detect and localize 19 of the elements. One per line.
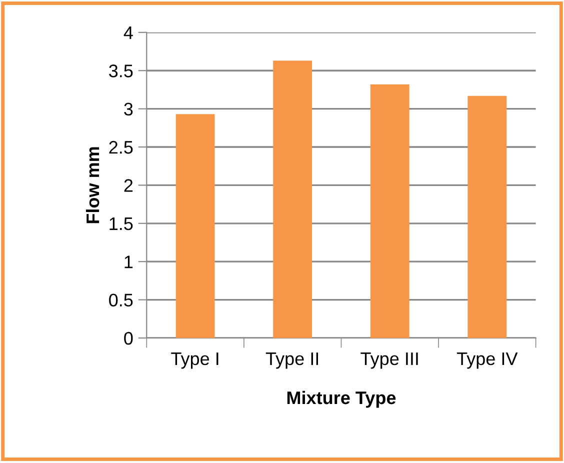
y-tick-label: 2 bbox=[124, 179, 133, 192]
x-tick-label: Type II bbox=[266, 352, 318, 369]
y-tick-label: 0.5 bbox=[109, 294, 133, 307]
y-tick-label: 2.5 bbox=[109, 140, 133, 154]
bar bbox=[176, 114, 215, 338]
bar bbox=[273, 60, 312, 338]
x-axis-title: Mixture Type bbox=[287, 390, 396, 408]
x-tick-label: Type III bbox=[360, 352, 418, 369]
y-tick-label: 1.5 bbox=[110, 218, 133, 230]
bar bbox=[468, 96, 507, 338]
y-axis-title: Flow mm bbox=[86, 147, 100, 224]
y-tick-label: 1 bbox=[124, 256, 133, 268]
y-tick-label: 0 bbox=[124, 332, 133, 345]
bar bbox=[370, 84, 410, 338]
y-tick-label: 3.5 bbox=[109, 64, 133, 78]
y-tick-label: 4 bbox=[124, 26, 133, 39]
y-tick-label: 3 bbox=[124, 102, 133, 116]
x-tick-label: Type IV bbox=[456, 352, 518, 369]
x-tick-label: Type I bbox=[171, 352, 218, 369]
